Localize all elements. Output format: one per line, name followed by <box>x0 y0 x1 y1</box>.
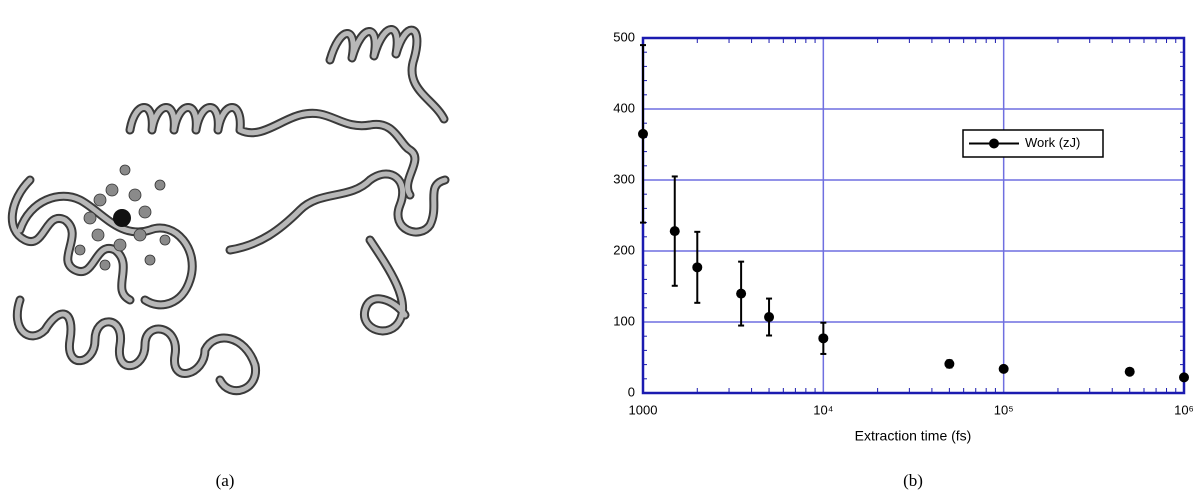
data-point <box>999 364 1009 374</box>
x-tick-label: 1000 <box>629 402 658 417</box>
plot-frame <box>643 38 1184 393</box>
y-tick-label: 200 <box>613 242 635 257</box>
data-point <box>638 129 648 139</box>
protein-ribbon <box>12 29 445 390</box>
x-tick-label: 10⁴ <box>813 402 833 417</box>
y-tick-label: 100 <box>613 313 635 328</box>
caption: (b) <box>903 471 923 490</box>
y-tick-label: 0 <box>628 384 635 399</box>
caption: (a) <box>216 471 235 490</box>
data-point <box>670 226 680 236</box>
y-tick-label: 300 <box>613 171 635 186</box>
data-point <box>944 359 954 369</box>
data-point <box>1179 372 1189 382</box>
data-point <box>736 289 746 299</box>
y-tick-label: 500 <box>613 29 635 44</box>
x-tick-label: 10⁵ <box>994 402 1014 417</box>
data-point <box>1125 367 1135 377</box>
data-point <box>818 333 828 343</box>
data-point <box>764 312 774 322</box>
x-axis-label: Extraction time (fs) <box>855 428 972 444</box>
y-tick-label: 400 <box>613 100 635 115</box>
legend-swatch <box>989 139 999 149</box>
data-point <box>692 262 702 272</box>
x-tick-label: 10⁶ <box>1174 402 1193 417</box>
legend-label: Work (zJ) <box>1025 135 1080 150</box>
figure: (a) (b) Extraction time (fs) 0 100 200 300 4… <box>0 0 1193 492</box>
